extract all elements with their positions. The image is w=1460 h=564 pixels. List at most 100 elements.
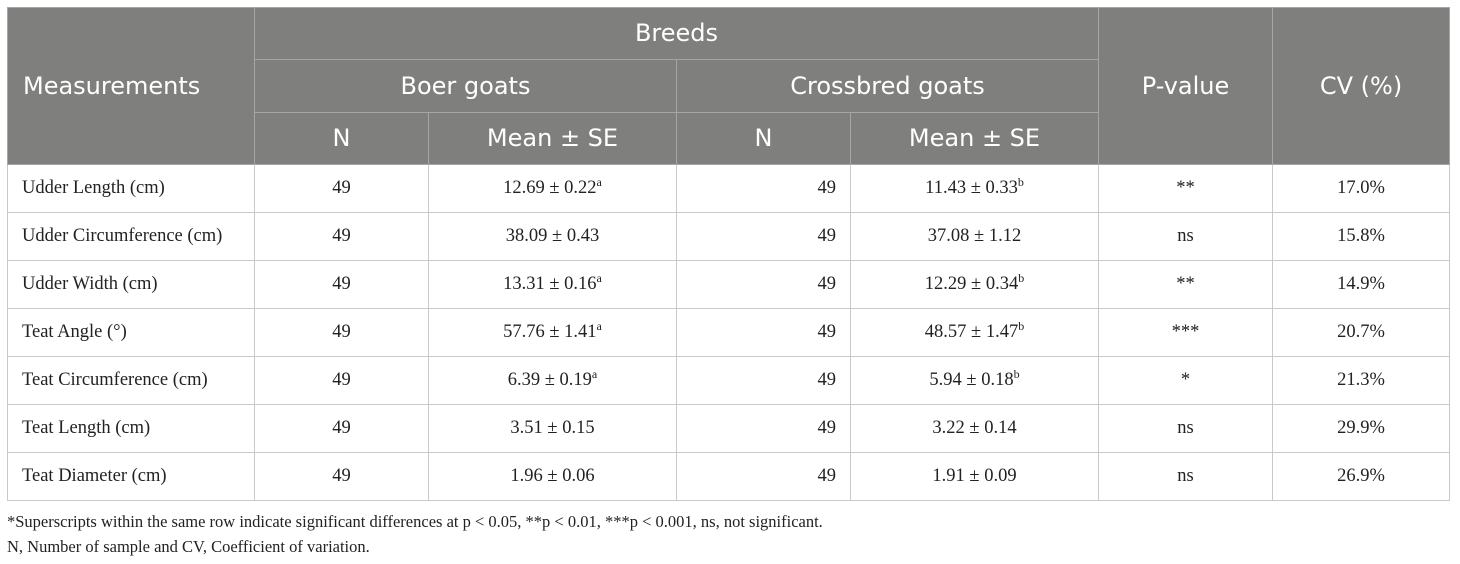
cell-p-value: *** <box>1098 308 1274 357</box>
cell-crossbred-n: 49 <box>676 452 851 501</box>
cell-measurement-text: Teat Circumference (cm) <box>22 370 208 390</box>
table-row: Teat Angle (°) 49 57.76 ± 1.41a 49 48.57 ± 1… <box>7 308 1451 357</box>
header-crossbred-n: N <box>676 112 851 165</box>
cell-boer-n: 49 <box>254 308 429 357</box>
cell-boer-n: 49 <box>254 452 429 501</box>
cell-p-value-text: ** <box>1176 178 1195 198</box>
cell-crossbred-mean: 5.94 ± 0.18b <box>849 356 1100 405</box>
cell-cv: 26.9% <box>1272 452 1451 501</box>
cell-measurement-text: Teat Diameter (cm) <box>22 466 167 486</box>
footnote-abbreviations: N, Number of sample and CV, Coefficient … <box>7 537 370 556</box>
header-p-value: P-value <box>1098 7 1274 165</box>
cell-boer-mean: 38.09 ± 0.43 <box>428 212 677 261</box>
header-measurements: Measurements <box>7 7 255 165</box>
cell-crossbred-mean-text: 12.29 ± 0.34 <box>924 274 1019 294</box>
cell-boer-mean: 13.31 ± 0.16a <box>428 260 677 309</box>
significance-superscript: a <box>596 175 602 189</box>
cell-boer-mean: 12.69 ± 0.22a <box>428 164 677 213</box>
cell-p-value-text: ns <box>1177 466 1194 486</box>
header-crossbred-mean-se: Mean ± SE <box>849 112 1100 165</box>
cell-cv: 15.8% <box>1272 212 1451 261</box>
significance-superscript: a <box>591 367 598 381</box>
cell-boer-mean-text: 12.69 ± 0.22 <box>503 178 597 198</box>
cell-crossbred-n: 49 <box>676 356 851 405</box>
table-body: Udder Length (cm) 49 12.69 ± 0.22a 49 11.43 … <box>7 164 1451 501</box>
cell-crossbred-n-text: 49 <box>817 274 837 294</box>
header-cv: CV (%) <box>1272 7 1451 165</box>
cell-measurement-text: Udder Width (cm) <box>22 274 158 294</box>
cell-boer-n: 49 <box>254 356 429 405</box>
cell-p-value: ns <box>1098 404 1274 453</box>
cell-boer-n-text: 49 <box>332 370 351 390</box>
cell-crossbred-n-text: 49 <box>817 370 837 390</box>
cell-measurement: Teat Length (cm) <box>7 404 255 453</box>
cell-measurement: Udder Width (cm) <box>7 260 255 309</box>
cell-boer-mean: 57.76 ± 1.41a <box>428 308 677 357</box>
cell-crossbred-n: 49 <box>676 164 851 213</box>
cell-boer-mean-text: 38.09 ± 0.43 <box>505 226 600 246</box>
cell-measurement-text: Udder Length (cm) <box>22 178 165 198</box>
cell-crossbred-n-text: 49 <box>817 226 837 246</box>
cell-crossbred-mean-text: 5.94 ± 0.18 <box>929 370 1014 390</box>
cell-crossbred-mean: 3.22 ± 0.14 <box>849 404 1100 453</box>
cell-boer-mean: 6.39 ± 0.19a <box>428 356 677 405</box>
cell-boer-mean-text: 57.76 ± 1.41 <box>503 322 597 342</box>
cell-cv-text: 29.9% <box>1337 418 1385 438</box>
cell-measurement-text: Udder Circumference (cm) <box>22 226 223 246</box>
table-row: Udder Length (cm) 49 12.69 ± 0.22a 49 11.43 … <box>7 164 1451 213</box>
cell-crossbred-n: 49 <box>676 260 851 309</box>
cell-cv: 29.9% <box>1272 404 1451 453</box>
cell-p-value-text: ns <box>1177 418 1194 438</box>
cell-crossbred-n: 49 <box>676 212 851 261</box>
cell-crossbred-n-text: 49 <box>817 178 837 198</box>
cell-cv: 20.7% <box>1272 308 1451 357</box>
cell-boer-n-text: 49 <box>332 322 351 342</box>
cell-measurement: Teat Circumference (cm) <box>7 356 255 405</box>
cell-crossbred-n: 49 <box>676 404 851 453</box>
table-container: Measurements Breeds P-value CV (%) Boer … <box>7 7 1451 501</box>
cell-p-value: ns <box>1098 212 1274 261</box>
header-boer-n: N <box>254 112 429 165</box>
cell-boer-n: 49 <box>254 260 429 309</box>
significance-superscript: b <box>1017 175 1024 189</box>
cell-cv-text: 15.8% <box>1337 226 1385 246</box>
cell-cv-text: 21.3% <box>1337 370 1385 390</box>
significance-superscript: a <box>596 319 602 333</box>
cell-crossbred-mean-text: 11.43 ± 0.33 <box>925 178 1018 198</box>
significance-superscript: b <box>1018 271 1025 285</box>
cell-boer-mean-text: 3.51 ± 0.15 <box>510 418 595 438</box>
cell-crossbred-mean-text: 3.22 ± 0.14 <box>932 418 1017 438</box>
cell-p-value: ** <box>1098 164 1274 213</box>
cell-cv-text: 14.9% <box>1337 274 1385 294</box>
cell-p-value-text: * <box>1180 370 1191 390</box>
cell-crossbred-mean: 37.08 ± 1.12 <box>849 212 1100 261</box>
cell-measurement: Udder Circumference (cm) <box>7 212 255 261</box>
cell-crossbred-n-text: 49 <box>817 466 837 486</box>
cell-boer-mean-text: 6.39 ± 0.19 <box>507 370 592 390</box>
cell-boer-n: 49 <box>254 404 429 453</box>
cell-crossbred-n: 49 <box>676 308 851 357</box>
cell-boer-n-text: 49 <box>332 226 351 246</box>
cell-boer-mean-text: 13.31 ± 0.16 <box>503 274 597 294</box>
footnote-significance: *Superscripts within the same row indica… <box>7 512 823 531</box>
cell-cv: 14.9% <box>1272 260 1451 309</box>
cell-crossbred-n-text: 49 <box>817 418 837 438</box>
cell-boer-n-text: 49 <box>332 178 351 198</box>
header-boer-goats: Boer goats <box>254 59 677 113</box>
cell-p-value-text: ns <box>1177 226 1194 246</box>
cell-p-value-text: *** <box>1171 322 1200 342</box>
table-row: Teat Length (cm) 49 3.51 ± 0.15 49 3.22 ± 0.… <box>7 404 1451 453</box>
cell-p-value: ns <box>1098 452 1274 501</box>
cell-cv: 17.0% <box>1272 164 1451 213</box>
cell-p-value-text: ** <box>1176 274 1195 294</box>
header-crossbred-goats: Crossbred goats <box>675 59 1100 113</box>
cell-crossbred-mean: 11.43 ± 0.33b <box>849 164 1100 213</box>
cell-boer-mean-text: 1.96 ± 0.06 <box>510 466 595 486</box>
significance-superscript: b <box>1018 319 1025 333</box>
table-row: Teat Circumference (cm) 49 6.39 ± 0.19a 49 5… <box>7 356 1451 405</box>
cell-crossbred-mean: 1.91 ± 0.09 <box>849 452 1100 501</box>
cell-boer-n: 49 <box>254 164 429 213</box>
table-header: Measurements Breeds P-value CV (%) Boer … <box>7 7 1451 165</box>
cell-cv-text: 20.7% <box>1337 322 1385 342</box>
cell-p-value: ** <box>1098 260 1274 309</box>
